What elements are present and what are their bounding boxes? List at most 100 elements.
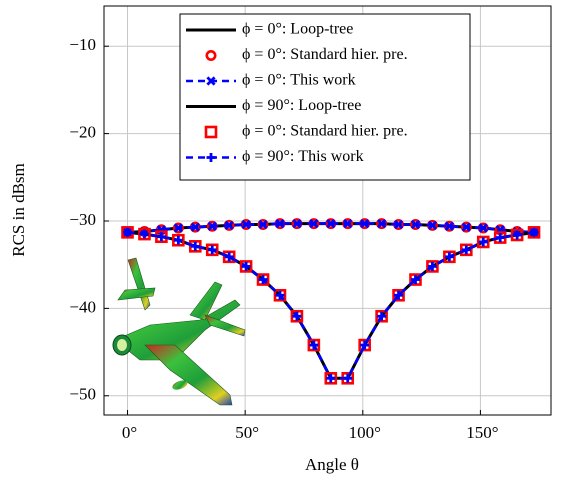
- marker: [190, 222, 200, 232]
- x-tick-label: 100°: [349, 423, 381, 442]
- marker: [204, 125, 218, 139]
- series-line: [127, 231, 535, 380]
- marker: [206, 153, 216, 162]
- marker: [309, 340, 319, 350]
- marker: [273, 288, 287, 302]
- marker-stroke: [206, 76, 216, 86]
- marker-stroke: [292, 219, 302, 229]
- marker-stroke: [275, 219, 285, 229]
- marker: [461, 245, 471, 255]
- plot-frame: [103, 5, 552, 416]
- marker-stroke: [410, 219, 421, 230]
- marker: [495, 233, 505, 243]
- legend-label: ϕ = 0°: Standard hier. pre.: [242, 46, 408, 63]
- legend-label: ϕ = 90°: Loop-tree: [242, 97, 361, 114]
- marker: [205, 49, 217, 61]
- marker: [343, 219, 353, 229]
- marker: [207, 245, 217, 255]
- marker: [239, 260, 253, 273]
- marker: [444, 252, 454, 262]
- marker: [290, 309, 304, 323]
- marker: [358, 338, 371, 352]
- y-tick-label: −20: [69, 123, 96, 142]
- marker-stroke: [461, 222, 471, 232]
- y-tick-label: −40: [69, 297, 96, 316]
- marker: [257, 218, 269, 230]
- marker: [512, 230, 522, 240]
- legend-box: [179, 13, 471, 181]
- marker: [326, 219, 336, 229]
- marker: [460, 243, 473, 257]
- marker: [190, 241, 200, 251]
- marker: [241, 219, 251, 230]
- marker: [173, 223, 183, 233]
- marker: [529, 227, 539, 237]
- marker-stroke: [258, 219, 268, 230]
- marker: [410, 219, 421, 230]
- marker: [476, 235, 490, 249]
- x-tick-label: 0°: [122, 423, 137, 442]
- marker: [222, 250, 236, 264]
- marker-stroke: [360, 219, 370, 229]
- marker-stroke: [309, 219, 319, 229]
- marker: [394, 290, 404, 300]
- marker: [292, 311, 302, 321]
- marker: [275, 219, 285, 229]
- legend-label: ϕ = 0°: Loop-tree: [242, 21, 353, 38]
- marker: [205, 243, 219, 257]
- marker: [410, 275, 420, 285]
- airplane-image: [112, 257, 246, 406]
- marker: [326, 373, 336, 383]
- marker-stroke: [241, 219, 251, 230]
- marker: [478, 237, 488, 247]
- marker: [360, 219, 370, 229]
- marker: [292, 219, 302, 229]
- marker: [460, 221, 472, 233]
- marker-stroke: [427, 220, 438, 230]
- marker-stroke: [343, 219, 353, 229]
- marker: [443, 250, 456, 264]
- marker: [360, 340, 370, 350]
- marker-stroke: [207, 221, 217, 231]
- marker: [393, 219, 404, 230]
- marker: [461, 222, 471, 232]
- marker: [324, 371, 338, 385]
- marker: [139, 229, 149, 239]
- x-tick-label: 50°: [235, 423, 259, 442]
- marker-stroke: [190, 222, 200, 232]
- x-tick-label: 150°: [466, 423, 498, 442]
- marker: [172, 222, 184, 234]
- marker: [156, 232, 166, 242]
- x-axis-label: Angle θ: [305, 455, 359, 474]
- marker-stroke: [393, 219, 404, 230]
- marker: [309, 219, 319, 229]
- y-axis-label: RCS in dBsm: [9, 163, 28, 257]
- legend-label: ϕ = 0°: Standard hier. pre.: [242, 123, 408, 140]
- marker: [377, 219, 387, 229]
- marker: [427, 261, 437, 271]
- marker: [224, 220, 234, 230]
- y-tick-label: −50: [69, 385, 96, 404]
- marker: [478, 223, 488, 233]
- marker-stroke: [377, 219, 387, 229]
- marker: [224, 252, 234, 262]
- marker: [241, 261, 251, 271]
- marker-stroke: [444, 221, 454, 231]
- marker: [258, 219, 268, 230]
- marker: [343, 373, 353, 383]
- marker-stroke: [478, 223, 488, 233]
- marker: [409, 273, 422, 286]
- marker: [207, 221, 217, 231]
- marker: [258, 275, 268, 285]
- marker: [256, 273, 270, 286]
- marker: [307, 338, 321, 352]
- marker: [427, 220, 438, 230]
- marker: [123, 227, 133, 237]
- legend-label: ϕ = 90°: This work: [242, 148, 364, 165]
- marker: [377, 311, 387, 321]
- marker: [172, 233, 185, 247]
- y-tick-label: −30: [69, 210, 96, 229]
- marker: [392, 288, 405, 302]
- legend-label: ϕ = 0°: This work: [242, 72, 356, 89]
